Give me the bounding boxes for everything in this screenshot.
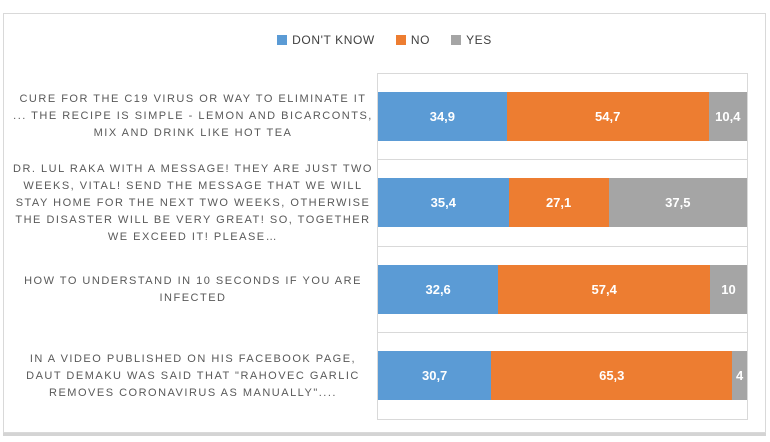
- legend-swatch-icon: [395, 35, 406, 45]
- bar-segment-yes: 4: [732, 351, 747, 401]
- legend-swatch-icon: [451, 35, 462, 45]
- legend-item: DON'T KNOW: [277, 33, 375, 47]
- bar-segment-yes: 10,4: [708, 92, 747, 142]
- stacked-bar: 35,4 27,1 37,5: [378, 178, 747, 228]
- category-axis-labels: CURE FOR THE C19 VIRUS OR WAY TO ELIMINA…: [13, 73, 373, 420]
- data-label: 30,7: [421, 368, 448, 384]
- bar-row: 32,6 57,4 10: [378, 247, 747, 333]
- stacked-bar: 32,6 57,4 10: [378, 264, 747, 314]
- category-label: HOW TO UNDERSTAND IN 10 SECONDS IF YOU A…: [24, 274, 362, 304]
- data-label: 54,7: [595, 109, 621, 125]
- legend-label: DON'T KNOW: [292, 33, 375, 47]
- bar-segment-don-t-know: 30,7: [378, 351, 492, 401]
- data-label: 65,3: [599, 368, 625, 384]
- stacked-bar: 30,7 65,3 4: [378, 351, 747, 401]
- data-label: 4: [735, 368, 744, 384]
- legend-swatch-icon: [277, 35, 288, 45]
- bar-row: 34,9 54,7 10,4: [378, 74, 747, 161]
- data-label: 34,9: [429, 109, 456, 125]
- bar-row: 30,7 65,3 4: [378, 333, 747, 419]
- data-label: 35,4: [430, 195, 456, 211]
- bar-segment-no: 57,4: [498, 264, 711, 314]
- bar-segment-no: 65,3: [491, 351, 733, 401]
- bar-segment-no: 27,1: [508, 178, 609, 228]
- data-label: 37,5: [665, 195, 691, 211]
- bar-segment-yes: 37,5: [608, 178, 747, 228]
- legend-item: YES: [451, 33, 492, 47]
- category-label: IN A VIDEO PUBLISHED ON HIS FACEBOOK PAG…: [26, 353, 360, 400]
- category-label: CURE FOR THE C19 VIRUS OR WAY TO ELIMINA…: [13, 92, 373, 139]
- data-label: 27,1: [545, 195, 572, 211]
- bar-row: 35,4 27,1 37,5: [378, 160, 747, 247]
- chart-legend: DON'T KNOW NO YES: [4, 33, 765, 47]
- category-label: DR. LUL RAKA WITH A MESSAGE! THEY ARE JU…: [13, 162, 373, 243]
- data-label: 10: [721, 281, 736, 297]
- chart-frame: DON'T KNOW NO YES CURE FOR THE C19 VIRUS O…: [3, 13, 766, 433]
- plot-area: 34,9 54,7 10,4 35,4 27,1 37,5 32,6 57,4 10 30,7 65…: [377, 73, 748, 420]
- legend-label: YES: [466, 33, 492, 47]
- data-label: 10,4: [715, 109, 741, 125]
- stacked-bar: 34,9 54,7 10,4: [378, 92, 747, 142]
- legend-item: NO: [395, 33, 431, 47]
- bar-segment-don-t-know: 35,4: [378, 178, 509, 228]
- bar-segment-yes: 10: [710, 264, 747, 314]
- data-label: 32,6: [425, 281, 451, 297]
- legend-label: NO: [410, 33, 431, 47]
- bar-segment-don-t-know: 34,9: [378, 92, 507, 142]
- bar-segment-don-t-know: 32,6: [378, 264, 499, 314]
- bar-segment-no: 54,7: [506, 92, 709, 142]
- data-label: 57,4: [591, 281, 617, 297]
